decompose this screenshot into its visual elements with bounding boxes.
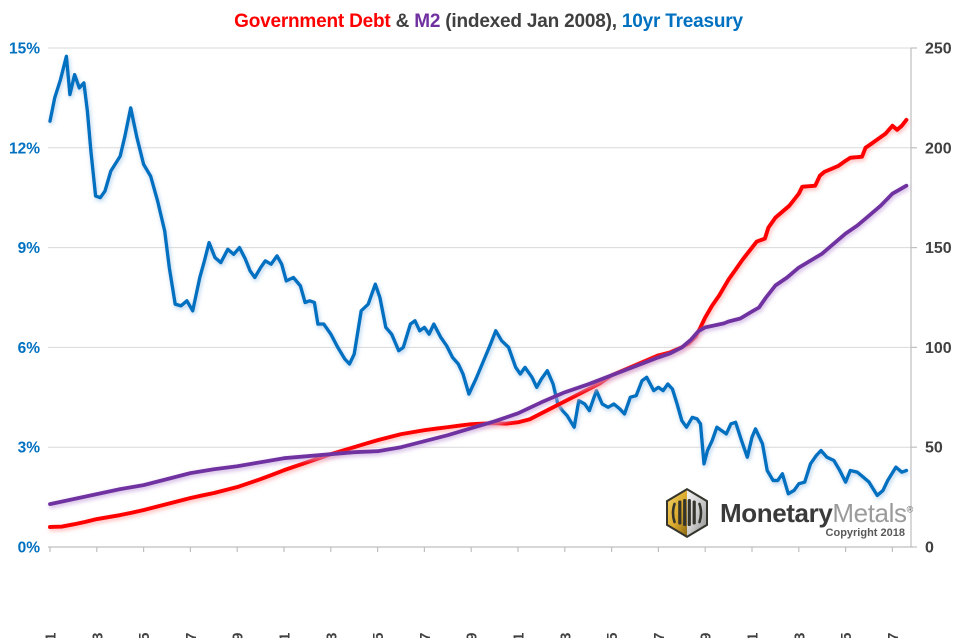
logo-text-monetary: Monetary	[720, 498, 833, 528]
x-tick-label: Jan 1989	[230, 633, 247, 638]
y-right-tick-label: 200	[925, 140, 952, 157]
y-left-tick-label: 12%	[9, 140, 40, 157]
y-left-tick-label: 3%	[18, 440, 41, 457]
x-tick-label: Jan 2005	[604, 633, 621, 638]
x-tick-label: Jan 1995	[370, 633, 387, 638]
x-tick-label: Jan 2011	[745, 633, 762, 638]
copyright-text: Copyright 2018	[825, 527, 905, 539]
x-tick-label: Jan 2017	[885, 633, 902, 638]
chart-title: Government Debt & M2 (indexed Jan 2008),…	[0, 11, 977, 33]
x-tick-label: Jan 1991	[277, 633, 294, 638]
x-tick-label: Jan 1987	[183, 633, 200, 638]
x-tick-label: Jan 2015	[838, 633, 855, 638]
x-tick-label: Jan 2001	[511, 633, 528, 638]
x-tick-label: Jan 1983	[89, 633, 106, 638]
logo-text-metals: Metals	[832, 498, 907, 528]
y-left-tick-label: 0%	[18, 540, 41, 557]
x-tick-label: Jan 2003	[557, 633, 574, 638]
logo-hexagon-icon	[666, 488, 708, 538]
y-left-tick-label: 6%	[18, 340, 41, 357]
x-tick-label: Jan 2007	[651, 633, 668, 638]
x-tick-label: Jan 1993	[323, 633, 340, 638]
series-government-debt-line	[48, 117, 909, 529]
y-right-tick-label: 100	[925, 340, 952, 357]
series-m2-line	[48, 183, 909, 506]
x-tick-label: Jan 1997	[417, 633, 434, 638]
x-tick-label: Jan 2013	[791, 633, 808, 638]
title-segment-2: M2	[414, 11, 441, 32]
x-tick-label: Jan 1985	[136, 633, 153, 638]
y-right-tick-label: 150	[925, 240, 952, 257]
registered-mark-icon: ®	[906, 504, 914, 515]
y-left-tick-label: 9%	[18, 240, 41, 257]
title-segment-3: (indexed Jan 2008),	[440, 11, 622, 32]
y-right-tick-label: 50	[925, 440, 943, 457]
logo-wordmark: MonetaryMetals®	[720, 500, 913, 526]
y-right-tick-label: 250	[925, 41, 952, 58]
title-segment-0: Government Debt	[234, 11, 391, 32]
series-10yr-treasury-line	[48, 54, 909, 498]
title-segment-4: 10yr Treasury	[621, 11, 743, 32]
title-segment-1: &	[390, 11, 415, 32]
y-right-tick-label: 0	[925, 540, 934, 557]
x-tick-label: Jan 2009	[698, 633, 715, 638]
x-tick-label: Jan 1981	[43, 633, 60, 638]
y-left-tick-label: 15%	[9, 41, 40, 58]
x-tick-label: Jan 1999	[464, 633, 481, 638]
monetary-metals-logo: MonetaryMetals®	[663, 487, 913, 539]
